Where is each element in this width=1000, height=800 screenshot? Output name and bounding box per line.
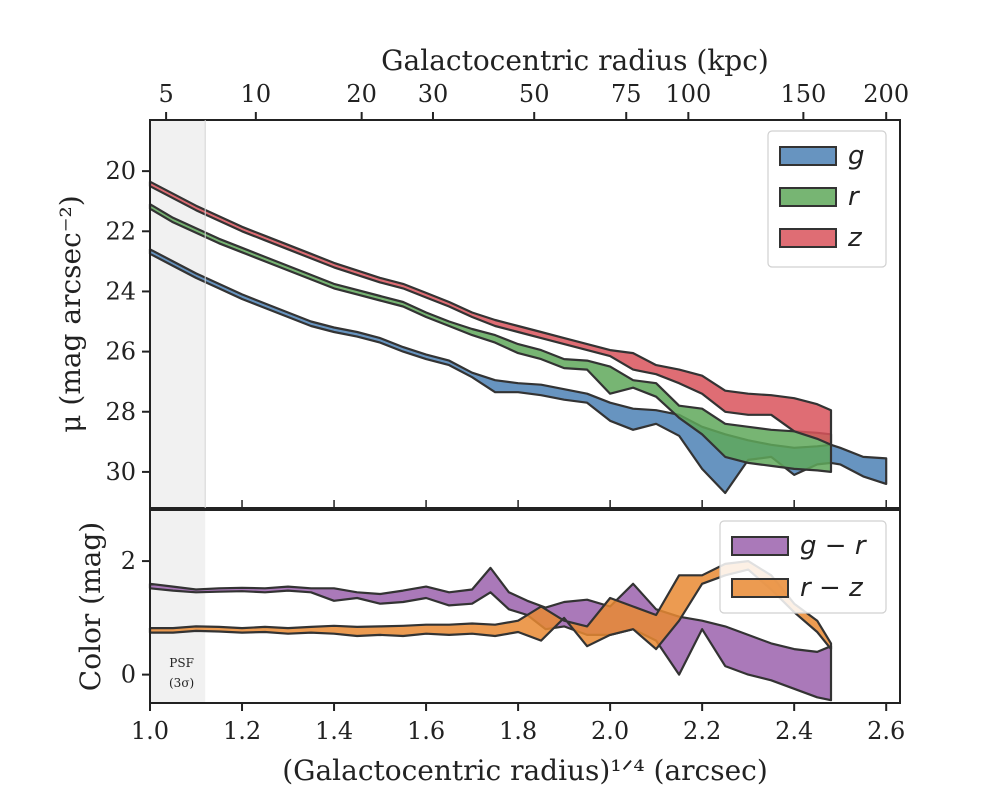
bottom-legend: g − r r − z bbox=[719, 520, 887, 614]
legend-label-z: z bbox=[847, 223, 863, 253]
top-legend: grz bbox=[767, 130, 887, 268]
band-r bbox=[148, 203, 833, 473]
legend-swatch-r bbox=[779, 187, 837, 207]
x-tick-label: 1.2 bbox=[223, 717, 261, 745]
kpc-tick-label: 20 bbox=[346, 80, 377, 108]
kpc-tick-label: 75 bbox=[611, 80, 642, 108]
x-tick-label: 2.6 bbox=[867, 717, 905, 745]
x-tick-label: 2.4 bbox=[775, 717, 813, 745]
psf-sigma-label: (3σ) bbox=[169, 676, 194, 690]
top-panel-frame bbox=[149, 119, 901, 509]
y-tick-label: 26 bbox=[105, 338, 136, 366]
x-tick-label: 1.4 bbox=[315, 717, 353, 745]
legend-label-r: r bbox=[848, 182, 861, 212]
color-series-layer bbox=[148, 559, 833, 702]
x-tick-label: 1.6 bbox=[407, 717, 445, 745]
psf-label: PSF bbox=[169, 656, 194, 670]
legend-swatch-g-r bbox=[731, 536, 789, 556]
top-y-ticks: 20 22 24 26 28 30 bbox=[105, 157, 150, 486]
kpc-tick-label: 50 bbox=[519, 80, 550, 108]
bottom-x-axis-title: (Galactocentric radius)¹ᐟ⁴ (arcsec) bbox=[282, 754, 768, 787]
top-x-axis-title: Galactocentric radius (kpc) bbox=[381, 44, 769, 77]
kpc-tick-label: 10 bbox=[241, 80, 272, 108]
y-tick-label: 20 bbox=[105, 157, 136, 185]
x-tick-label: 2.2 bbox=[683, 717, 721, 745]
y-tick-label: 28 bbox=[105, 398, 136, 426]
psf-shaded-region-lower bbox=[150, 510, 206, 703]
bottom-y-axis-title: Color (mag) bbox=[74, 522, 107, 691]
psf-shaded-region bbox=[150, 120, 206, 508]
bottom-y-ticks: 02 bbox=[121, 547, 150, 689]
legend-swatch-g bbox=[779, 146, 837, 166]
x-tick-label: 1.0 bbox=[131, 717, 169, 745]
x-tick-label: 1.8 bbox=[499, 717, 537, 745]
surface-brightness-series-layer bbox=[148, 180, 888, 495]
band-g-r bbox=[148, 566, 833, 702]
y-tick-label: 2 bbox=[121, 547, 136, 575]
band-z bbox=[148, 180, 833, 446]
bottom-panel-frame bbox=[149, 509, 901, 704]
y-tick-label: 30 bbox=[105, 458, 136, 486]
x-tick-label: 2.0 bbox=[591, 717, 629, 745]
legend-label-g: g bbox=[848, 141, 865, 171]
y-tick-label: 22 bbox=[105, 217, 136, 245]
surface-brightness-panel: 20 22 24 26 28 30 5 10 20 30 50 75 100 150 200 Galact… bbox=[54, 44, 909, 509]
legend-label-g-r: g − r bbox=[800, 531, 868, 561]
top-y-axis-title: μ (mag arcsec⁻²) bbox=[54, 195, 87, 432]
kpc-tick-label: 200 bbox=[863, 80, 909, 108]
y-tick-label: 0 bbox=[121, 661, 136, 689]
bottom-x-ticks: 1.0 1.2 1.4 1.6 1.8 2.0 2.2 2.4 2.6 bbox=[131, 703, 905, 745]
legend-swatch-z bbox=[779, 228, 837, 248]
color-panel: 02 1.0 1.2 1.4 1.6 1.8 2.0 2.2 2.4 2.6 Color (ma… bbox=[74, 509, 905, 787]
kpc-tick-label: 100 bbox=[665, 80, 711, 108]
band-r-z bbox=[148, 559, 833, 651]
kpc-tick-label: 30 bbox=[418, 80, 449, 108]
kpc-axis-ticks: 5 10 20 30 50 75 100 150 200 bbox=[158, 80, 909, 120]
kpc-tick-label: 150 bbox=[780, 80, 826, 108]
y-tick-label: 24 bbox=[105, 277, 136, 305]
legend-label-r-z: r − z bbox=[800, 573, 864, 603]
top-panel-bottom-ticks bbox=[149, 500, 887, 508]
kpc-tick-label: 5 bbox=[158, 80, 173, 108]
legend-swatch-r-z bbox=[731, 578, 789, 598]
